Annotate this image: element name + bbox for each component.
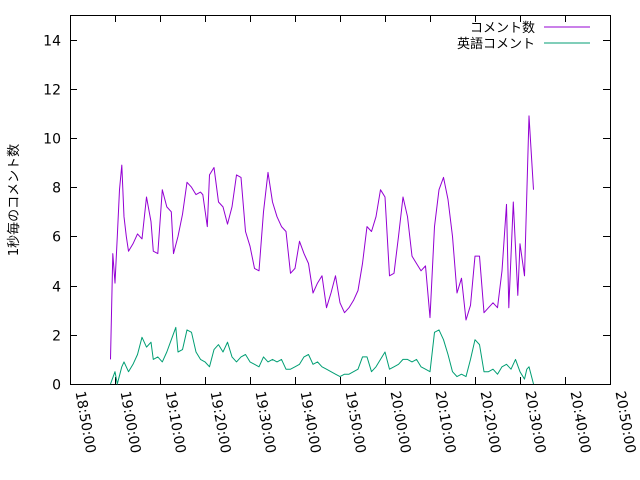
x-tick-label: 20:40:00 bbox=[567, 390, 594, 455]
x-axis: 18:50:00 19:00:00 19:10:00 19:20:00 19:30:00… bbox=[70, 15, 639, 455]
x-tick-label: 20:10:00 bbox=[432, 390, 459, 455]
series-layer bbox=[110, 115, 534, 385]
y-tick-label: 2 bbox=[52, 329, 61, 345]
plot-frame bbox=[70, 15, 611, 385]
series-line-1 bbox=[110, 326, 534, 385]
x-tick-label: 19:20:00 bbox=[207, 390, 234, 455]
x-tick-label: 20:30:00 bbox=[522, 390, 549, 455]
y-tick-label: 4 bbox=[52, 280, 61, 296]
y-tick-label: 8 bbox=[52, 181, 61, 197]
x-tick-label: 19:30:00 bbox=[252, 390, 279, 455]
x-tick-label: 20:00:00 bbox=[387, 390, 414, 455]
x-tick-label: 19:10:00 bbox=[162, 390, 189, 455]
y-axis: 0 2 4 6 8 10 12 14 bbox=[43, 34, 610, 394]
x-tick-label: 19:40:00 bbox=[297, 390, 324, 455]
x-tick-label: 19:00:00 bbox=[117, 390, 144, 455]
legend-label: コメント数 bbox=[470, 21, 535, 36]
series-line-0 bbox=[110, 115, 534, 360]
y-tick-label: 0 bbox=[52, 378, 61, 394]
legend-label: 英語コメント bbox=[457, 36, 535, 52]
x-tick-label: 18:50:00 bbox=[72, 390, 99, 455]
y-tick-label: 12 bbox=[43, 83, 61, 99]
x-tick-label: 20:50:00 bbox=[612, 390, 639, 455]
y-tick-label: 10 bbox=[43, 132, 61, 148]
x-tick-label: 20:20:00 bbox=[477, 390, 504, 455]
y-tick-label: 14 bbox=[43, 34, 61, 50]
x-tick-label: 19:50:00 bbox=[342, 390, 369, 455]
y-tick-label: 6 bbox=[52, 230, 61, 246]
y-axis-title: 1秒毎のコメント数 bbox=[6, 144, 22, 256]
